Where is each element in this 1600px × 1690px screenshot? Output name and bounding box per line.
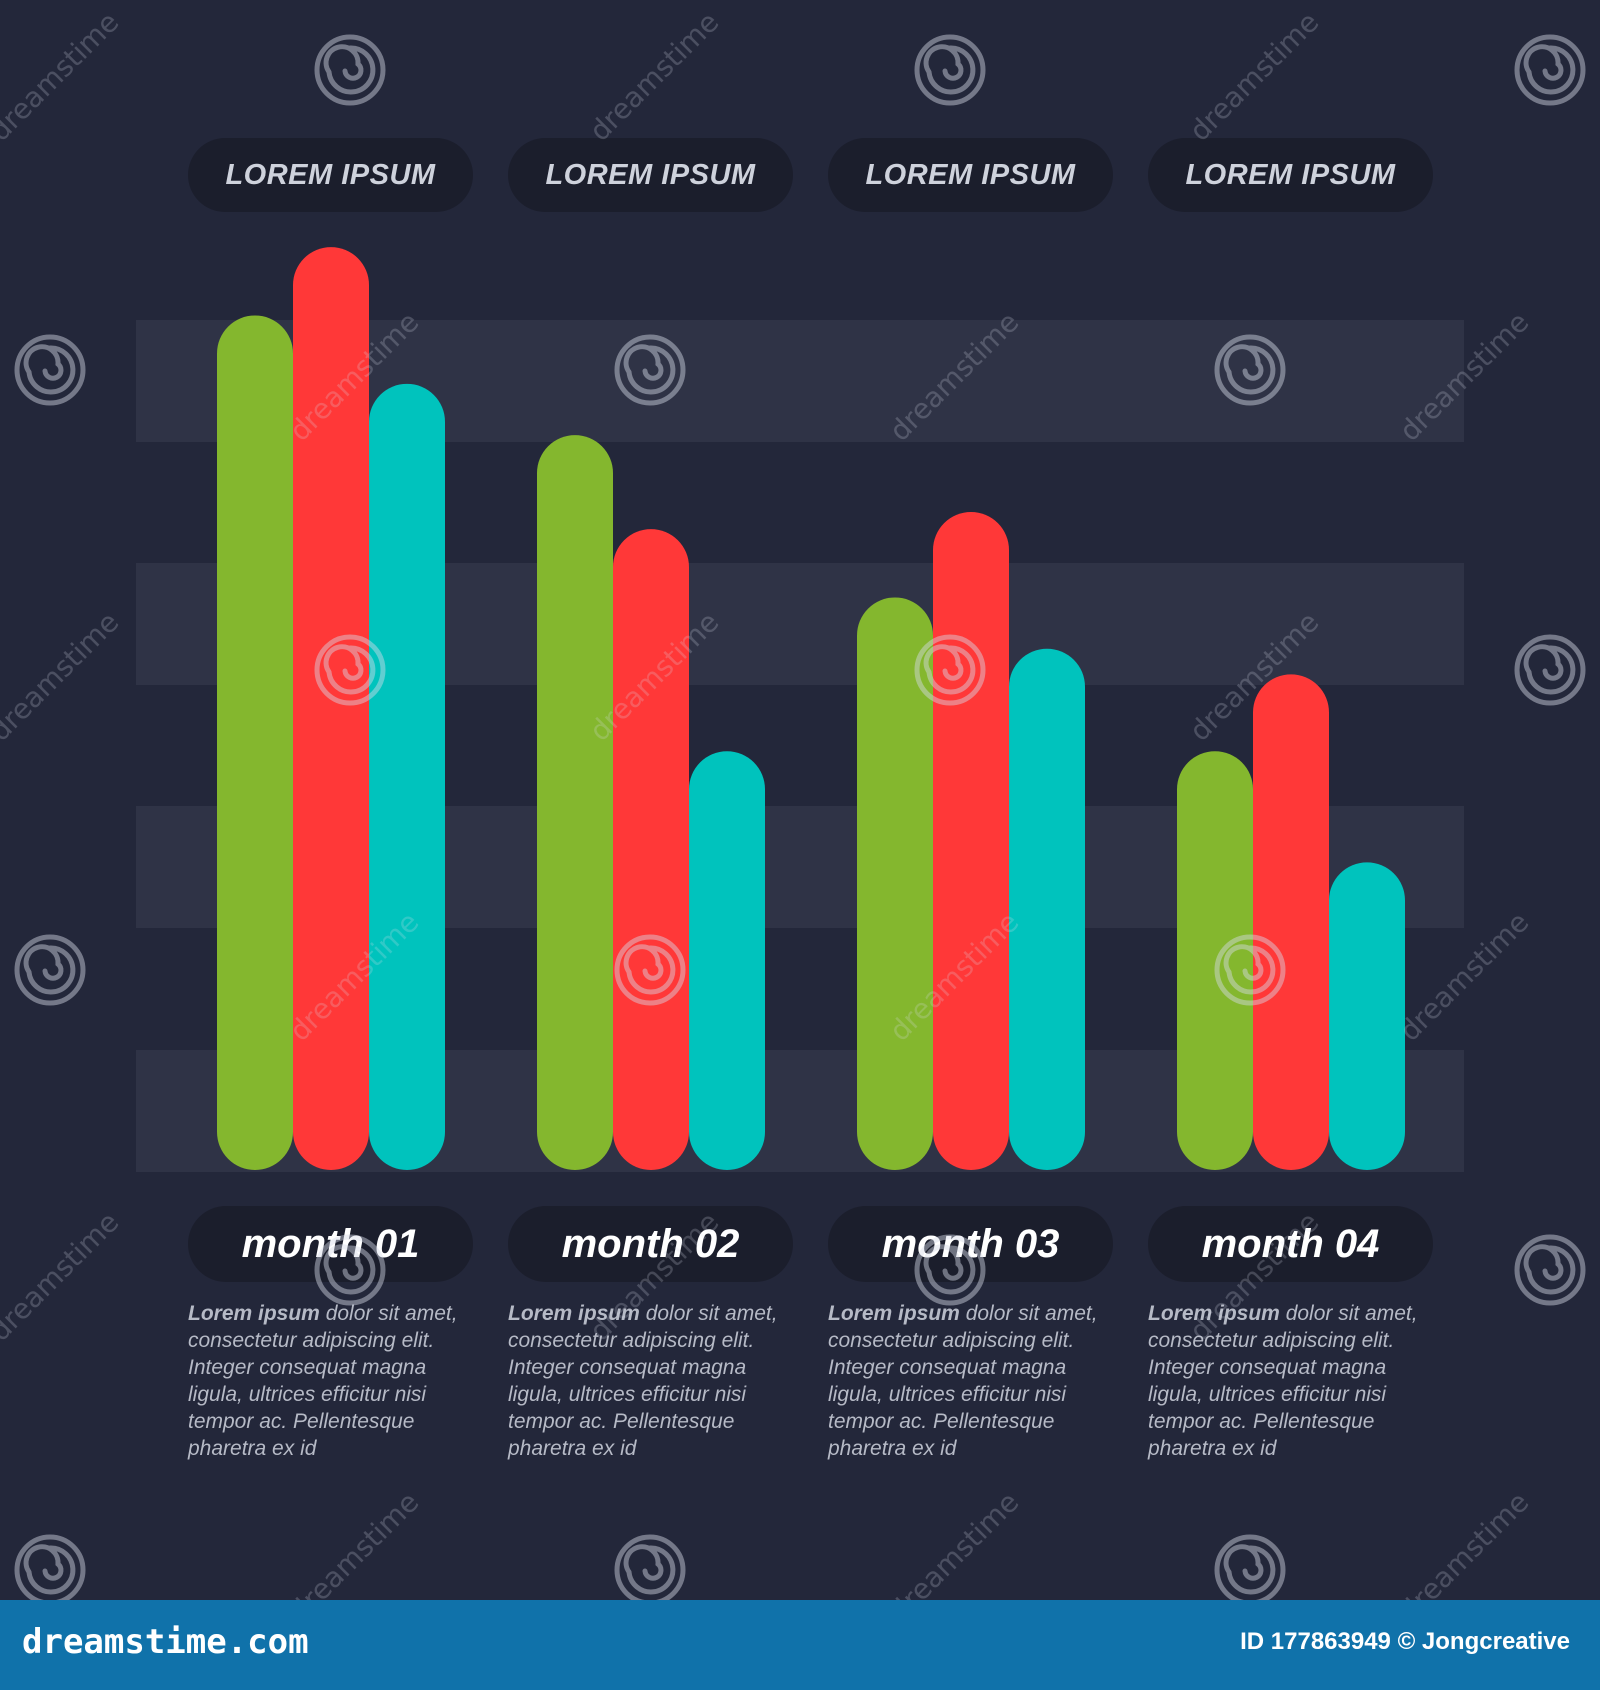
bar-3-1 [857, 597, 933, 1170]
category-label-3: month 03 [828, 1206, 1113, 1282]
category-label-2: month 02 [508, 1206, 793, 1282]
bar-4-2 [1253, 674, 1329, 1170]
footer-credit: ID 177863949 © Jongcreative [1240, 1628, 1570, 1655]
description-4: Lorem ipsum dolor sit amet, consectetur … [1148, 1300, 1443, 1462]
bars [217, 247, 1405, 1170]
bar-3-3 [1009, 648, 1085, 1170]
bar-1-3 [369, 383, 445, 1170]
footer-bar: dreamstime.com ID 177863949 © Jongcreati… [0, 1600, 1600, 1690]
description-lead: Lorem ipsum [1148, 1302, 1280, 1325]
bar-2-2 [613, 529, 689, 1170]
footer-site[interactable]: dreamstime.com [22, 1622, 309, 1662]
bar-2-1 [537, 435, 613, 1170]
column-header-4: LOREM IPSUM [1148, 138, 1433, 212]
column-header-3: LOREM IPSUM [828, 138, 1113, 212]
category-label-4: month 04 [1148, 1206, 1433, 1282]
bar-3-2 [933, 512, 1009, 1170]
column-header-2: LOREM IPSUM [508, 138, 793, 212]
description-2: Lorem ipsum dolor sit amet, consectetur … [508, 1300, 803, 1462]
description-lead: Lorem ipsum [508, 1302, 640, 1325]
bar-1-1 [217, 315, 293, 1170]
description-1: Lorem ipsum dolor sit amet, consectetur … [188, 1300, 483, 1462]
bar-1-2 [293, 247, 369, 1170]
description-lead: Lorem ipsum [188, 1302, 320, 1325]
description-text: dolor sit amet, consectetur adipiscing e… [188, 1302, 458, 1460]
category-label-1: month 01 [188, 1206, 473, 1282]
description-lead: Lorem ipsum [828, 1302, 960, 1325]
description-text: dolor sit amet, consectetur adipiscing e… [828, 1302, 1098, 1460]
description-text: dolor sit amet, consectetur adipiscing e… [508, 1302, 778, 1460]
column-header-1: LOREM IPSUM [188, 138, 473, 212]
bar-4-3 [1329, 862, 1405, 1170]
bar-chart [136, 247, 1464, 1172]
description-text: dolor sit amet, consectetur adipiscing e… [1148, 1302, 1418, 1460]
bar-4-1 [1177, 751, 1253, 1170]
description-3: Lorem ipsum dolor sit amet, consectetur … [828, 1300, 1123, 1462]
bar-2-3 [689, 751, 765, 1170]
